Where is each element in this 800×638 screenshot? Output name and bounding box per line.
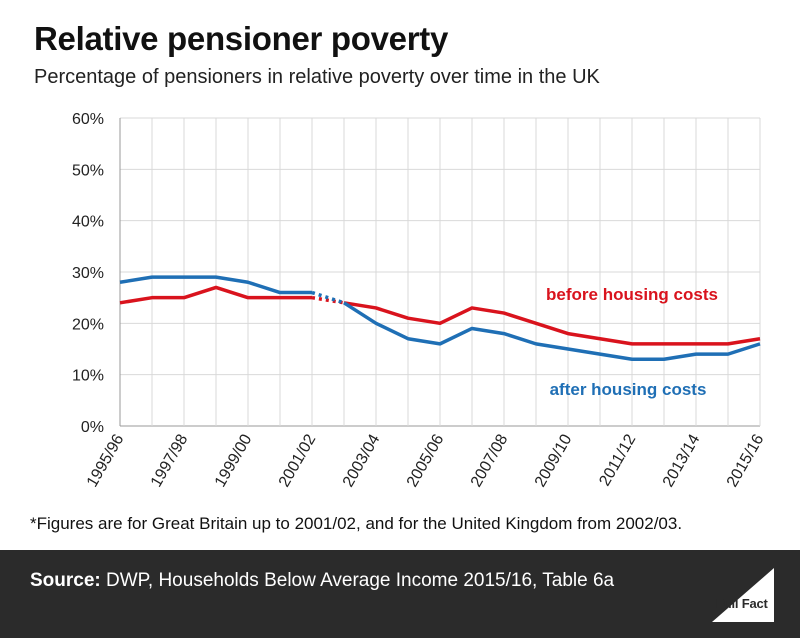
gridlines (119, 117, 761, 427)
footnote: *Figures are for Great Britain up to 200… (30, 514, 683, 533)
x-tick-label: 2013/14 (660, 431, 704, 490)
series-dotted-segment-0 (311, 295, 345, 305)
y-tick-label: 60% (72, 111, 104, 128)
chart-subtitle: Percentage of pensioners in relative pov… (34, 66, 600, 88)
series-line-0 (119, 285, 312, 305)
y-tick-label: 50% (72, 162, 104, 179)
x-tick-label: 1995/96 (84, 431, 128, 490)
full-fact-logo-icon (712, 568, 774, 622)
y-tick-label: 20% (72, 316, 104, 333)
series-labels: before housing costs after housing costs (546, 285, 718, 399)
series-label: before housing costs (546, 285, 718, 304)
x-tick-label: 2011/12 (596, 431, 639, 489)
x-tick-label: 2007/08 (468, 431, 512, 490)
y-axis-tick-labels: 0% 10% 20% 30% 40% 50% 60% (72, 111, 104, 436)
footer-bar: Source: DWP, Households Below Average In… (0, 550, 800, 638)
source-text: DWP, Households Below Average Income 201… (100, 570, 615, 591)
x-tick-label: 2005/06 (404, 431, 448, 490)
x-tick-label: 2003/04 (340, 431, 384, 490)
x-tick-label: 1997/98 (148, 431, 192, 490)
x-tick-label: 2001/02 (276, 431, 320, 490)
logo-text: Full Fact (716, 596, 768, 611)
y-tick-label: 40% (72, 214, 104, 231)
source-label: Source: (30, 570, 101, 591)
series-line-1 (343, 301, 761, 362)
x-tick-label: 2015/16 (724, 431, 768, 490)
y-tick-label: 0% (81, 419, 104, 436)
series-line-1 (119, 275, 312, 295)
x-tick-label: 1999/00 (212, 431, 256, 490)
series-line-0 (343, 301, 761, 346)
y-tick-label: 30% (72, 265, 104, 282)
series-label: after housing costs (550, 380, 707, 399)
chart-title: Relative pensioner poverty (34, 20, 449, 57)
y-tick-label: 10% (72, 368, 104, 385)
line-chart: 0% 10% 20% 30% 40% 50% 60% 1995/96 1997/98 1999/… (72, 111, 768, 490)
series-lines (119, 275, 761, 362)
x-tick-label: 2009/10 (532, 431, 576, 490)
x-axis-tick-labels: 1995/96 1997/98 1999/00 2001/02 2003/04 2005/… (84, 431, 768, 490)
series-dotted-segment-1 (311, 290, 345, 305)
source-line: Source: DWP, Households Below Average In… (30, 570, 614, 592)
